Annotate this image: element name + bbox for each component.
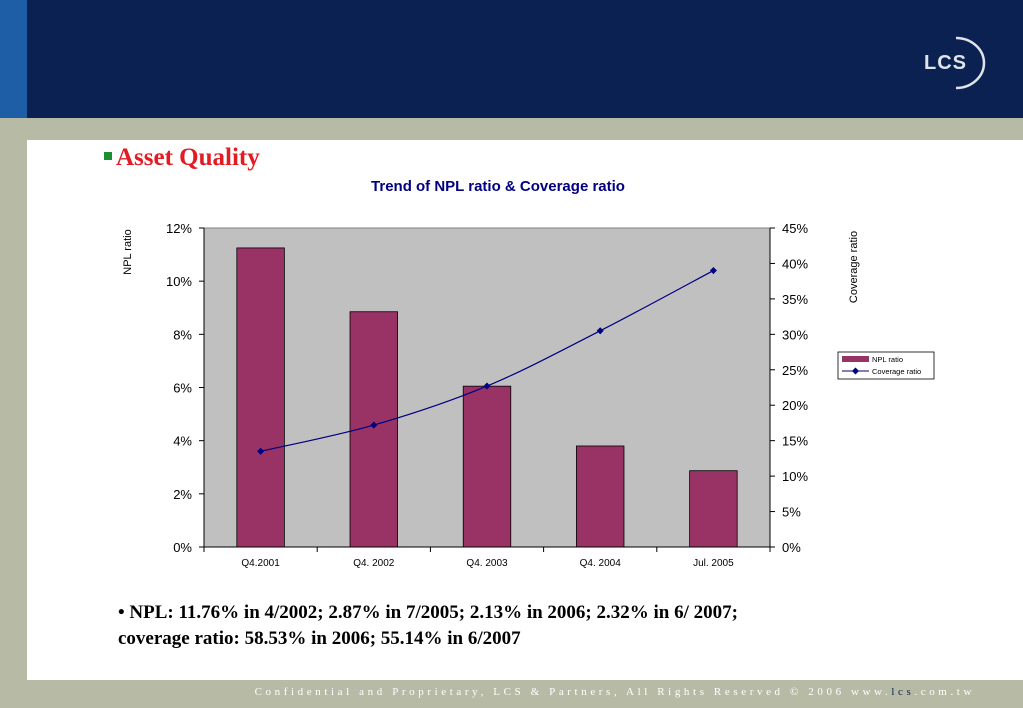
y-tick-label: 0% [173, 540, 192, 555]
legend: NPL ratio Coverage ratio [837, 351, 935, 380]
green-square-bullet-icon [104, 152, 112, 160]
y-axis-label: NPL ratio [122, 229, 134, 274]
y2-tick-label: 35% [782, 292, 808, 307]
y2-tick-label: 15% [782, 434, 808, 449]
y2-tick-label: 25% [782, 363, 808, 378]
section-title: Asset Quality [104, 144, 260, 172]
footer-suffix: .com.tw [914, 686, 975, 698]
legend-coverage-label: Coverage ratio [872, 367, 921, 376]
y2-tick-label: 10% [782, 469, 808, 484]
lcs-logo: LCS [912, 34, 988, 92]
y-tick-label: 6% [173, 381, 192, 396]
y-tick-label: 2% [173, 487, 192, 502]
footer-band [27, 680, 1023, 708]
legend-bar-swatch [842, 356, 869, 362]
npl-note: • NPL: 11.76% in 4/2002; 2.87% in 7/2005… [118, 602, 738, 649]
y2-tick-label: 40% [782, 256, 808, 271]
header-rule [27, 118, 1023, 140]
y-tick-label: 10% [166, 274, 192, 289]
coverage-point [709, 266, 717, 275]
x-tick-label: Q4. 2002 [353, 558, 395, 569]
npl-bar [576, 445, 625, 548]
header-band [27, 0, 1023, 118]
coverage-point [596, 327, 604, 335]
chart-title: Trend of NPL ratio & Coverage ratio [371, 178, 625, 195]
x-tick-label: Jul. 2005 [693, 558, 734, 569]
y-tick-label: 4% [173, 434, 192, 449]
y2-axis-label: Coverage ratio [848, 231, 860, 303]
footer-lcs: lcs [891, 686, 915, 698]
section-title-text: Asset Quality [116, 144, 260, 171]
footer-text: Confidential and Proprietary, LCS & Part… [255, 686, 975, 698]
y-tick-label: 12% [166, 221, 192, 236]
legend-diamond-marker-icon [851, 367, 860, 375]
npl-bar [462, 385, 512, 548]
y2-tick-label: 45% [782, 221, 808, 236]
x-tick-label: Q4. 2004 [580, 558, 622, 569]
x-tick-label: Q4.2001 [241, 558, 280, 569]
footer-prefix: Confidential and Proprietary, LCS & Part… [254, 686, 892, 698]
coverage-point [483, 382, 491, 390]
coverage-point [370, 421, 378, 429]
coverage-point [257, 447, 265, 455]
x-tick-label: Q4. 2003 [466, 558, 508, 569]
npl-bar [689, 470, 738, 548]
logo-text: LCS [924, 52, 967, 74]
y2-tick-label: 20% [782, 398, 808, 413]
y-tick-label: 8% [173, 327, 192, 342]
npl-bar [236, 247, 285, 548]
y2-tick-label: 5% [782, 505, 801, 520]
left-side-accent [0, 0, 27, 118]
y2-tick-label: 30% [782, 327, 808, 342]
left-side-strip [0, 0, 27, 708]
logo-arc-icon [955, 36, 986, 90]
y2-tick-label: 0% [782, 540, 801, 555]
legend-npl-label: NPL ratio [872, 355, 903, 364]
